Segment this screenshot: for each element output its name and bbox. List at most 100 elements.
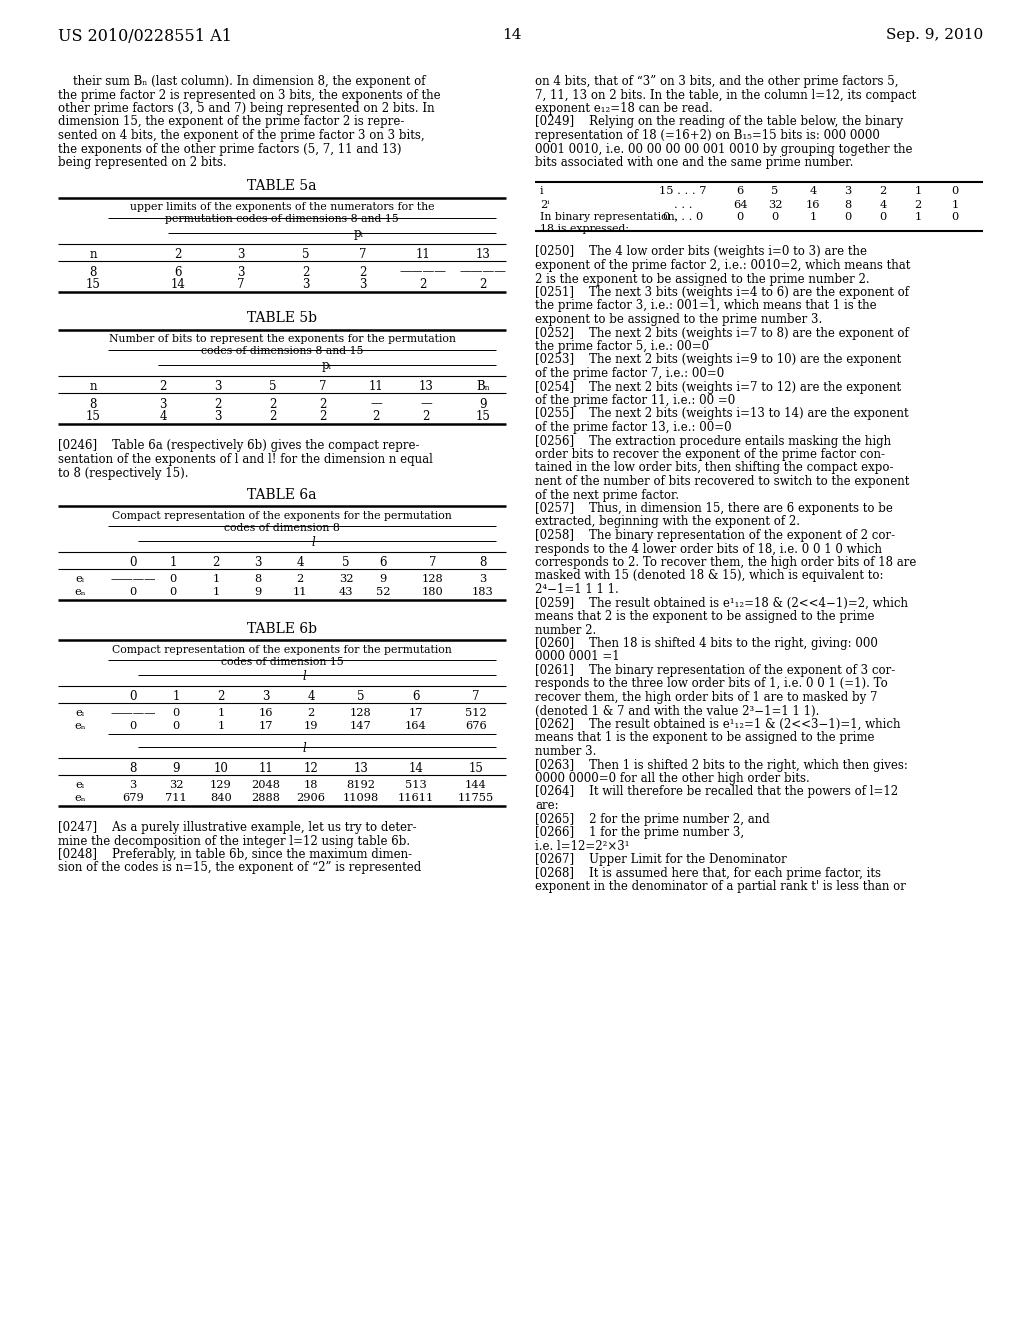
Text: 2: 2 xyxy=(214,397,221,411)
Text: [0248]    Preferably, in table 6b, since the maximum dimen-: [0248] Preferably, in table 6b, since th… xyxy=(58,847,412,861)
Text: the prime factor 2 is represented on 3 bits, the exponents of the: the prime factor 2 is represented on 3 b… xyxy=(58,88,440,102)
Text: 0000 0001 =1: 0000 0001 =1 xyxy=(535,651,620,664)
Text: 8: 8 xyxy=(129,762,136,775)
Text: 4: 4 xyxy=(809,186,816,197)
Text: the prime factor 5, i.e.: 00=0: the prime factor 5, i.e.: 00=0 xyxy=(535,341,710,352)
Text: 0: 0 xyxy=(951,186,958,197)
Text: l: l xyxy=(302,742,306,755)
Text: 0: 0 xyxy=(951,213,958,223)
Text: 11755: 11755 xyxy=(458,793,495,803)
Text: 4: 4 xyxy=(307,690,314,704)
Text: 1: 1 xyxy=(217,721,224,731)
Text: 13: 13 xyxy=(419,380,433,392)
Text: 0: 0 xyxy=(129,690,137,704)
Text: 5: 5 xyxy=(269,380,276,392)
Text: 1: 1 xyxy=(172,690,179,704)
Text: dimension 15, the exponent of the prime factor 2 is repre-: dimension 15, the exponent of the prime … xyxy=(58,116,404,128)
Text: to 8 (respectively 15).: to 8 (respectively 15). xyxy=(58,466,188,479)
Text: 3: 3 xyxy=(160,397,167,411)
Text: 16: 16 xyxy=(806,199,820,210)
Text: 0: 0 xyxy=(845,213,852,223)
Text: 5: 5 xyxy=(302,248,309,260)
Text: . . .: . . . xyxy=(674,199,692,210)
Text: [0253]    The next 2 bits (weights i=9 to 10) are the exponent: [0253] The next 2 bits (weights i=9 to 1… xyxy=(535,354,901,367)
Text: 15 . . . 7: 15 . . . 7 xyxy=(659,186,707,197)
Text: exponent e₁₂=18 can be read.: exponent e₁₂=18 can be read. xyxy=(535,102,713,115)
Text: 14: 14 xyxy=(502,28,522,42)
Text: 3: 3 xyxy=(845,186,852,197)
Text: 183: 183 xyxy=(472,587,494,597)
Text: 2: 2 xyxy=(880,186,887,197)
Text: 14: 14 xyxy=(171,279,185,292)
Text: eₗ: eₗ xyxy=(75,708,85,718)
Text: of the next prime factor.: of the next prime factor. xyxy=(535,488,679,502)
Text: being represented on 2 bits.: being represented on 2 bits. xyxy=(58,156,226,169)
Text: 32: 32 xyxy=(339,574,353,583)
Text: 1: 1 xyxy=(951,199,958,210)
Text: 0: 0 xyxy=(172,721,179,731)
Text: 9: 9 xyxy=(254,587,261,597)
Text: exponent of the prime factor 2, i.e.: 0010=2, which means that: exponent of the prime factor 2, i.e.: 00… xyxy=(535,259,910,272)
Text: 17: 17 xyxy=(409,708,423,718)
Text: 513: 513 xyxy=(406,780,427,789)
Text: bits associated with one and the same prime number.: bits associated with one and the same pr… xyxy=(535,156,853,169)
Text: 0: 0 xyxy=(129,587,136,597)
Text: corresponds to 2. To recover them, the high order bits of 18 are: corresponds to 2. To recover them, the h… xyxy=(535,556,916,569)
Text: 2: 2 xyxy=(319,397,327,411)
Text: 2: 2 xyxy=(319,411,327,424)
Text: pᵢ: pᵢ xyxy=(322,359,332,372)
Text: 14: 14 xyxy=(409,762,424,775)
Text: 2: 2 xyxy=(422,411,430,424)
Text: codes of dimension 15: codes of dimension 15 xyxy=(220,657,343,667)
Text: 2: 2 xyxy=(269,397,276,411)
Text: 128: 128 xyxy=(350,708,372,718)
Text: In binary representation,: In binary representation, xyxy=(540,213,678,223)
Text: 3: 3 xyxy=(214,380,222,392)
Text: 4: 4 xyxy=(160,411,167,424)
Text: exponent in the denominator of a partial rank t' is less than or: exponent in the denominator of a partial… xyxy=(535,880,906,894)
Text: eₙ: eₙ xyxy=(74,793,86,803)
Text: 12: 12 xyxy=(304,762,318,775)
Text: n: n xyxy=(89,248,96,260)
Text: ————: ———— xyxy=(111,708,156,718)
Text: Compact representation of the exponents for the permutation: Compact representation of the exponents … xyxy=(112,511,452,521)
Text: [0260]    Then 18 is shifted 4 bits to the right, giving: 000: [0260] Then 18 is shifted 4 bits to the … xyxy=(535,638,878,649)
Text: 0: 0 xyxy=(129,556,137,569)
Text: extracted, beginning with the exponent of 2.: extracted, beginning with the exponent o… xyxy=(535,516,800,528)
Text: 180: 180 xyxy=(422,587,443,597)
Text: nent of the number of bits recovered to switch to the exponent: nent of the number of bits recovered to … xyxy=(535,475,909,488)
Text: 11611: 11611 xyxy=(398,793,434,803)
Text: —: — xyxy=(370,397,382,411)
Text: number 2.: number 2. xyxy=(535,623,596,636)
Text: 5: 5 xyxy=(771,186,778,197)
Text: [0254]    The next 2 bits (weights i=7 to 12) are the exponent: [0254] The next 2 bits (weights i=7 to 1… xyxy=(535,380,901,393)
Text: means that 2 is the exponent to be assigned to the prime: means that 2 is the exponent to be assig… xyxy=(535,610,874,623)
Text: 15: 15 xyxy=(469,762,483,775)
Text: (denoted 1 & 7 and with the value 2³−1=1 1 1).: (denoted 1 & 7 and with the value 2³−1=1… xyxy=(535,705,819,718)
Text: 0: 0 xyxy=(880,213,887,223)
Text: on 4 bits, that of “3” on 3 bits, and the other prime factors 5,: on 4 bits, that of “3” on 3 bits, and th… xyxy=(535,75,898,88)
Text: 32: 32 xyxy=(169,780,183,789)
Text: US 2010/0228551 A1: US 2010/0228551 A1 xyxy=(58,28,231,45)
Text: 2888: 2888 xyxy=(252,793,281,803)
Text: 16: 16 xyxy=(259,708,273,718)
Text: 11: 11 xyxy=(259,762,273,775)
Text: 8: 8 xyxy=(479,556,486,569)
Text: n: n xyxy=(89,380,96,392)
Text: —: — xyxy=(420,397,432,411)
Text: 3: 3 xyxy=(238,248,245,260)
Text: [0266]    1 for the prime number 3,: [0266] 1 for the prime number 3, xyxy=(535,826,744,840)
Text: 0001 0010, i.e. 00 00 00 00 001 0010 by grouping together the: 0001 0010, i.e. 00 00 00 00 001 0010 by … xyxy=(535,143,912,156)
Text: 144: 144 xyxy=(465,780,486,789)
Text: 7: 7 xyxy=(238,279,245,292)
Text: order bits to recover the exponent of the prime factor con-: order bits to recover the exponent of th… xyxy=(535,447,885,461)
Text: 6: 6 xyxy=(174,265,181,279)
Text: [0263]    Then 1 is shifted 2 bits to the right, which then gives:: [0263] Then 1 is shifted 2 bits to the r… xyxy=(535,759,908,771)
Text: 147: 147 xyxy=(350,721,372,731)
Text: [0255]    The next 2 bits (weights i=13 to 14) are the exponent: [0255] The next 2 bits (weights i=13 to … xyxy=(535,408,908,421)
Text: exponent to be assigned to the prime number 3.: exponent to be assigned to the prime num… xyxy=(535,313,822,326)
Text: [0250]    The 4 low order bits (weights i=0 to 3) are the: [0250] The 4 low order bits (weights i=0… xyxy=(535,246,867,259)
Text: of the prime factor 13, i.e.: 00=0: of the prime factor 13, i.e.: 00=0 xyxy=(535,421,731,434)
Text: pᵢ: pᵢ xyxy=(353,227,364,240)
Text: TABLE 5a: TABLE 5a xyxy=(247,180,316,194)
